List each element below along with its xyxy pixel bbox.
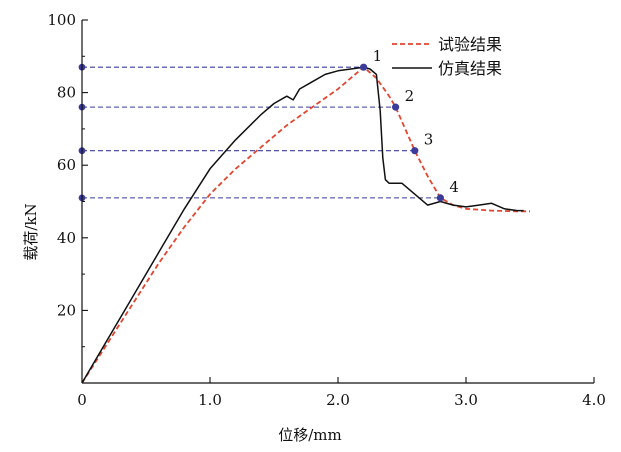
legend-label-0: 试验结果 xyxy=(438,35,502,54)
reference-lines xyxy=(78,63,441,202)
axes xyxy=(81,19,595,384)
x-tick-label-1: 1.0 xyxy=(198,391,222,409)
point-label-3: 3 xyxy=(424,131,434,149)
x-tick-label-2: 2.0 xyxy=(326,391,350,409)
point-marker-4 xyxy=(436,194,444,202)
y-axis-label: 载荷/kN xyxy=(22,203,40,260)
series-line-1 xyxy=(81,66,524,384)
x-tick-label-0: 0 xyxy=(77,391,87,409)
point-marker-2 xyxy=(392,103,400,111)
series-line-0 xyxy=(81,66,530,384)
y-tick-label-4: 100 xyxy=(47,11,76,29)
point-label-2: 2 xyxy=(405,87,415,105)
y-tick-label-0: 20 xyxy=(57,301,76,319)
point-marker-1 xyxy=(360,63,368,71)
point-label-1: 1 xyxy=(373,47,383,65)
x-tick-label-4: 4.0 xyxy=(582,391,606,409)
tick-labels: 0 1.0 2.0 3.0 4.0 20 40 60 80 100 xyxy=(47,11,606,409)
legend-label-1: 仿真结果 xyxy=(438,59,502,78)
point-label-4: 4 xyxy=(449,178,459,196)
point-marker-3 xyxy=(411,147,419,155)
x-tick-label-3: 3.0 xyxy=(454,391,478,409)
x-axis-label: 位移/mm xyxy=(278,426,342,444)
marker-group: 1 2 3 4 xyxy=(360,47,459,202)
y-tick-label-2: 60 xyxy=(57,156,76,174)
y-tick-label-3: 80 xyxy=(57,84,76,102)
y-tick-label-1: 40 xyxy=(57,229,76,247)
series-group xyxy=(81,66,530,384)
